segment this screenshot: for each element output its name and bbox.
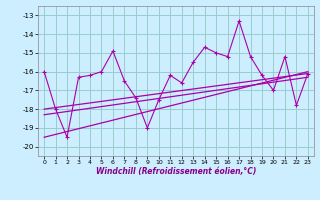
X-axis label: Windchill (Refroidissement éolien,°C): Windchill (Refroidissement éolien,°C): [96, 167, 256, 176]
